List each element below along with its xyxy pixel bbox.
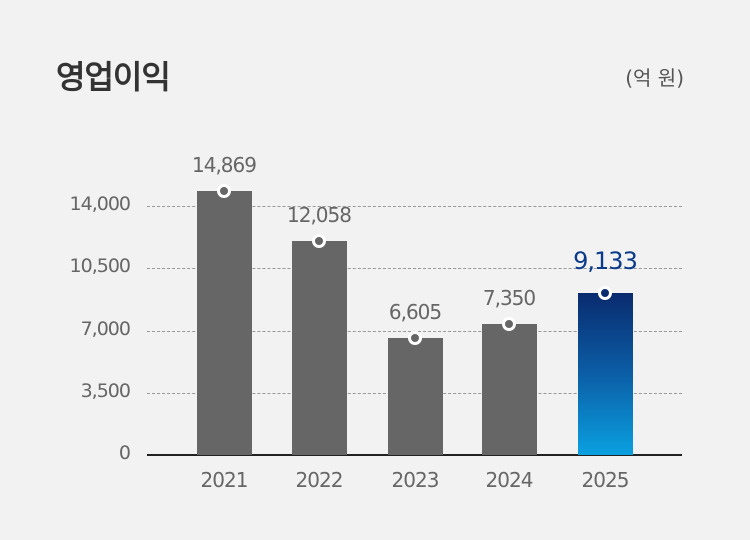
y-tick-label: 14,000 [69,193,131,215]
bar-2025 [578,292,633,455]
data-point-marker [502,317,516,332]
y-tick-label: 0 [118,442,131,464]
x-tick-label: 2024 [485,468,534,492]
bar-2021 [197,190,252,455]
bar-2023 [388,337,443,455]
unit-label: (억 원) [625,66,684,90]
value-label: 6,605 [388,299,442,324]
chart-title: 영업이익 [56,58,171,96]
value-label: 9,133 [573,246,638,275]
data-point-marker [312,233,326,248]
x-tick-label: 2022 [295,468,344,492]
gridline [147,206,682,207]
x-tick-label: 2021 [200,468,249,492]
data-point-marker [408,330,422,345]
gridline [147,268,682,270]
data-point-marker [217,183,231,198]
value-label: 12,058 [287,202,352,227]
value-label: 14,869 [192,152,257,177]
bar-2024 [482,324,537,455]
y-tick-label: 10,500 [69,255,131,278]
value-label: 7,350 [482,286,536,311]
data-point-marker [598,285,612,300]
x-tick-label: 2025 [581,468,630,492]
y-tick-label: 7,000 [80,317,131,340]
x-tick-label: 2023 [391,468,440,492]
bar-2022 [292,240,347,455]
y-tick-label: 3,500 [80,379,131,402]
x-axis-line [147,454,682,456]
